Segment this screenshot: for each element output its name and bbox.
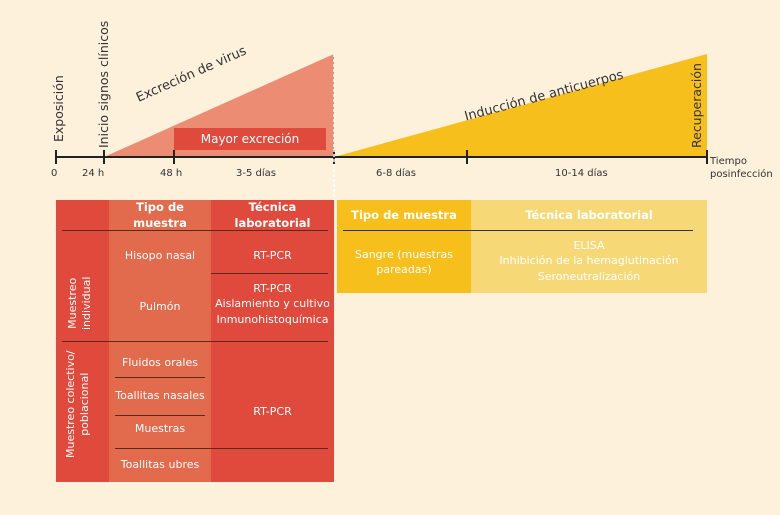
antibody-sample-line2: pareadas) [376, 263, 432, 276]
sample-nasal-wipes: Toallitas nasales [115, 389, 205, 403]
tick-label-24h: 24 h [82, 168, 105, 179]
event-exposure: Exposición [51, 75, 66, 142]
antibody-techniques: ELISA Inhibición de la hemaglutinación S… [471, 234, 707, 288]
individual-sampling-label: Muestreo individual [66, 277, 94, 330]
tick-label-6-8: 6-8 días [376, 168, 416, 179]
antibody-header-technique: Técnica laboratorial [525, 207, 653, 222]
axis-label-line1: Tiempo [710, 156, 747, 167]
sample-nasal-swab: Hisopo nasal [124, 249, 196, 263]
technique-elisa: ELISA [573, 238, 605, 252]
sample-lung: Pulmón [139, 300, 181, 314]
antibody-technique-column [471, 200, 707, 293]
header-divider [62, 230, 328, 231]
sample-samples: Muestras [134, 422, 186, 436]
sample-udder-wipes: Toallitas ubres [120, 458, 200, 472]
antibody-sample-column [337, 200, 471, 293]
axis-label: Tiempo posinfección [710, 155, 773, 181]
technique-collective: RT-PCR [253, 405, 292, 419]
collective-label-line1: Muestreo colectivo/ [64, 350, 77, 458]
antibody-induction-triangle [334, 54, 707, 157]
tick-label-10-14: 10-14 días [555, 168, 608, 179]
collective-sampling-label: Muestreo colectivo/ poblacional [64, 350, 92, 458]
sample-divider-1 [115, 377, 205, 378]
tick-label-48h: 48 h [160, 168, 183, 179]
sample-divider-3 [115, 448, 328, 449]
technique-lung-1: RT-PCR [253, 281, 292, 295]
technique-seroneutralization: Seroneutralización [537, 269, 641, 283]
section-divider [62, 341, 328, 342]
antibody-header-sample: Tipo de muestra [351, 207, 457, 222]
collective-label-line2: poblacional [78, 372, 91, 436]
technique-lung-3: Inmunohistoquímica [216, 312, 329, 326]
antibody-sample-blood: Sangre (muestras pareadas) [337, 240, 471, 284]
technique-hemagglutination: Inhibición de la hemaglutinación [499, 254, 679, 268]
sample-divider-2 [115, 415, 205, 416]
row-divider-1 [211, 273, 328, 274]
technique-lung-2: Aislamiento y cultivo [215, 297, 330, 311]
individual-label-line1: Muestreo [66, 277, 79, 329]
technique-lung: RT-PCR Aislamiento y cultivo Inmunohisto… [211, 276, 334, 332]
axis-label-line2: posinfección [710, 169, 773, 180]
peak-excretion-bar [174, 128, 326, 150]
event-recovery: Recuperación [689, 63, 704, 148]
individual-label-line2: individual [80, 276, 93, 330]
tick-label-0: 0 [51, 168, 58, 179]
sample-oral-fluids: Fluidos orales [122, 356, 198, 370]
virus-header-technique: Técnica laboratorial [234, 199, 311, 230]
peak-excretion-label: Mayor excreción [200, 132, 300, 146]
timeline-graphic [55, 54, 708, 200]
antibody-header-divider [343, 230, 693, 231]
event-clinical-onset: Inicio signos clínicos [96, 20, 111, 148]
antibody-sample-line1: Sangre (muestras [354, 247, 453, 261]
virus-header-sample: Tipo de muestra [133, 199, 187, 230]
technique-nasal-swab: RT-PCR [253, 249, 292, 263]
tick-label-3-5: 3-5 días [236, 168, 276, 179]
